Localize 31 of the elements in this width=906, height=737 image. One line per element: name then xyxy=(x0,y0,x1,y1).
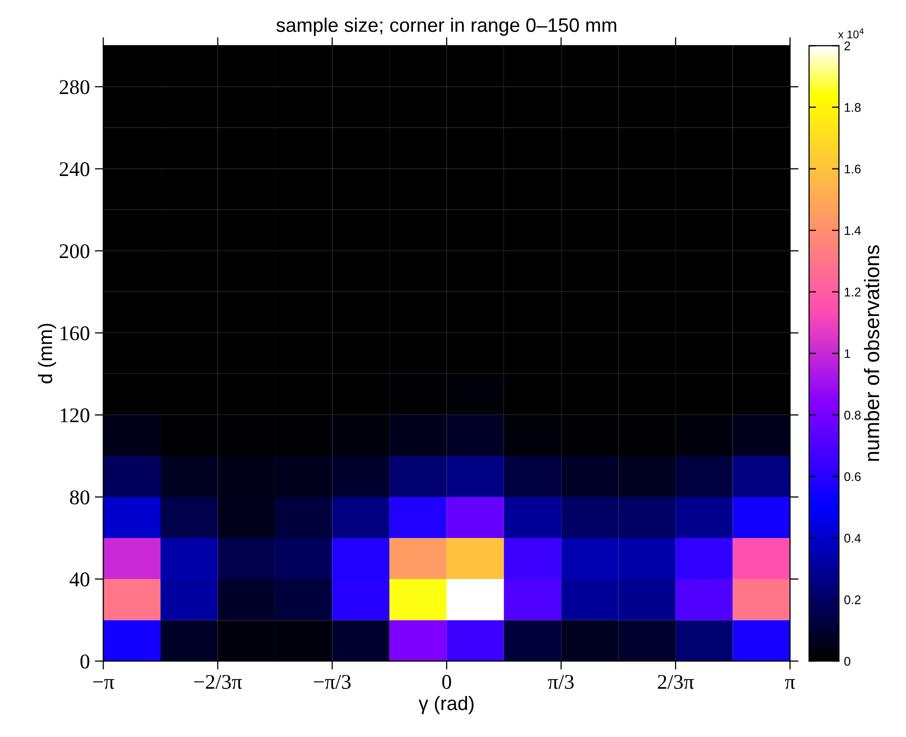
x-tick-label: −2/3π xyxy=(194,674,242,689)
x-tick-label: 0 xyxy=(442,674,452,689)
y-tick-label: 80 xyxy=(70,490,90,504)
color-bar-label: 0.8 xyxy=(844,410,861,420)
color-bar-label: 1 xyxy=(844,349,850,358)
y-tick-label: 40 xyxy=(70,572,90,586)
y-tick-label: 160 xyxy=(60,326,90,340)
color-bar-label: 0.2 xyxy=(844,595,861,604)
color-bar-title: number of observations xyxy=(864,245,880,461)
color-bar-label: 1.2 xyxy=(844,288,861,296)
y-tick-label: 0 xyxy=(80,654,90,669)
x-tick-label: π/3 xyxy=(548,674,574,689)
text: x 10$^{4}$ xyxy=(838,28,864,38)
color-bar-label: 1.4 xyxy=(844,226,861,235)
color-bar-label: 1.8 xyxy=(844,103,861,112)
color-bar-label: 0.4 xyxy=(844,534,861,543)
color-bar-label: 2 xyxy=(844,41,850,50)
chart-title: sample size; corner in range 0–150 mm xyxy=(276,18,616,36)
x-axis-title: γ (rad) xyxy=(418,696,474,714)
color-bar-label: 0 xyxy=(844,656,850,666)
x-tick-label: 2/3π xyxy=(658,674,694,689)
y-axis-title: d (mm) xyxy=(38,324,56,384)
y-tick-label: 280 xyxy=(60,80,90,94)
x-tick-label: π xyxy=(785,679,795,689)
x-tick-label: −π xyxy=(93,679,114,689)
y-tick-label: 240 xyxy=(60,162,90,176)
color-bar-label: 0.6 xyxy=(844,472,861,482)
x-tick-label: −π/3 xyxy=(314,674,351,689)
y-tick-label: 120 xyxy=(60,408,90,422)
y-tick-label: 200 xyxy=(60,244,90,258)
color-bar-label: 1.6 xyxy=(844,164,861,174)
